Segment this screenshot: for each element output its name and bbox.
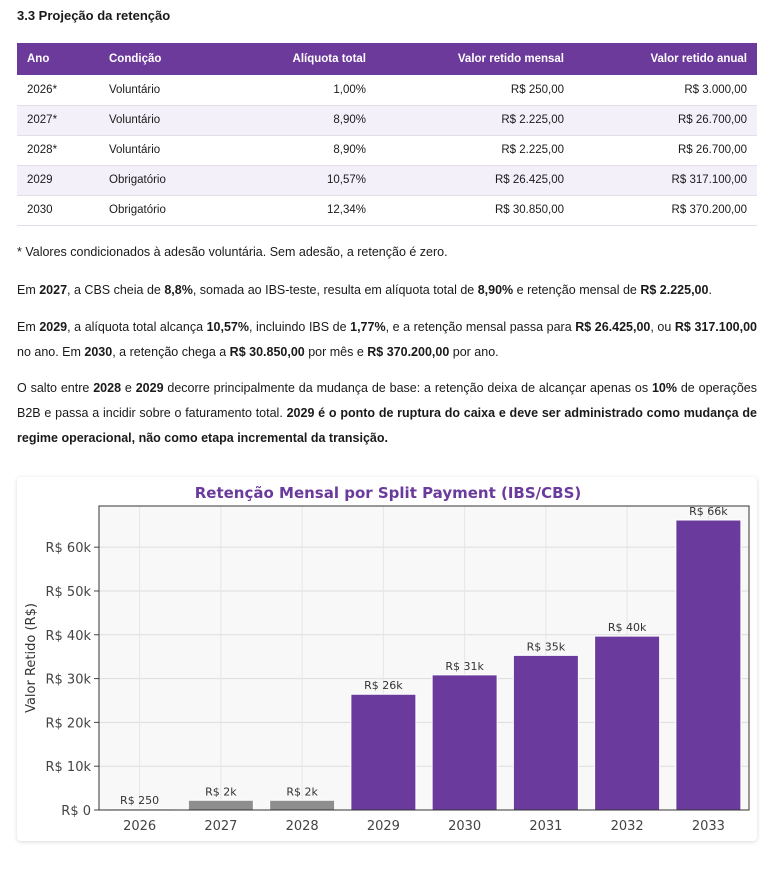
plot-frame: [98, 505, 750, 811]
col-header-aliquota: Alíquota total: [219, 43, 376, 75]
table-row: 2027* Voluntário 8,90% R$ 2.225,00 R$ 26…: [17, 105, 757, 136]
x-tick-label: 2028: [286, 819, 319, 834]
cell-aliquota: 10,57%: [219, 165, 376, 196]
cell-ano: 2030: [17, 195, 99, 226]
data-label: R$ 40k: [608, 621, 647, 634]
cell-ano: 2026*: [17, 75, 99, 106]
cell-aliquota: 1,00%: [219, 75, 376, 106]
cell-ano: 2027*: [17, 105, 99, 136]
bar-2029: [350, 693, 417, 811]
cell-anual: R$ 26.700,00: [574, 135, 757, 166]
bar-2032: [594, 635, 661, 811]
col-header-ano: Ano: [17, 43, 99, 75]
cell-condicao: Voluntário: [99, 135, 219, 166]
bar-2027: [187, 799, 254, 811]
cell-aliquota: 12,34%: [219, 195, 376, 226]
cell-mensal: R$ 2.225,00: [376, 135, 574, 166]
cell-mensal: R$ 26.425,00: [376, 165, 574, 196]
x-tick-label: 2031: [529, 819, 562, 834]
retention-chart-card: R$ 250 2026 R$ 2k 2027 R$ 2k 2028 R$ 26k 2029 R$…: [17, 477, 757, 841]
col-header-mensal: Valor retido mensal: [376, 43, 574, 75]
table-header-row: Ano Condição Alíquota total Valor retido…: [17, 43, 757, 75]
x-tick-label: 2029: [367, 819, 400, 834]
footnote: * Valores condicionados à adesão voluntá…: [17, 245, 448, 259]
cell-condicao: Voluntário: [99, 75, 219, 106]
y-tick-label: R$ 0: [61, 804, 91, 819]
data-label: R$ 2k: [286, 785, 318, 798]
col-header-condicao: Condição: [99, 43, 219, 75]
table-row: 2029 Obrigatório 10,57% R$ 26.425,00 R$ …: [17, 165, 757, 196]
cell-mensal: R$ 250,00: [376, 75, 574, 106]
chart-title: Retenção Mensal por Split Payment (IBS/C…: [195, 484, 582, 502]
x-tick-label: 2032: [611, 819, 644, 834]
bar-2033: [675, 519, 742, 811]
retention-table: Ano Condição Alíquota total Valor retido…: [17, 43, 757, 226]
section-title: 3.3 Projeção da retenção: [17, 8, 171, 23]
y-tick-label: R$ 40k: [45, 629, 91, 644]
cell-mensal: R$ 30.850,00: [376, 195, 574, 226]
data-label: R$ 66k: [689, 505, 728, 518]
data-label: R$ 26k: [364, 679, 403, 692]
cell-anual: R$ 317.100,00: [574, 165, 757, 196]
y-tick-label: R$ 20k: [45, 716, 91, 731]
paragraph-2029: Em 2029, a alíquota total alcança 10,57%…: [17, 320, 758, 359]
data-label: R$ 31k: [445, 660, 484, 673]
col-header-anual: Valor retido anual: [574, 43, 757, 75]
table-row: 2030 Obrigatório 12,34% R$ 30.850,00 R$ …: [17, 195, 757, 226]
y-tick-label: R$ 30k: [45, 673, 91, 688]
cell-ano: 2029: [17, 165, 99, 196]
cell-aliquota: 8,90%: [219, 135, 376, 166]
x-tick-label: 2026: [123, 819, 156, 834]
retention-chart: R$ 250 2026 R$ 2k 2027 R$ 2k 2028 R$ 26k 2029 R$…: [24, 484, 750, 834]
y-tick-label: R$ 50k: [45, 585, 91, 600]
cell-anual: R$ 370.200,00: [574, 195, 757, 226]
bar-2031: [512, 654, 579, 811]
bar-2028: [269, 799, 336, 811]
table-row: 2026* Voluntário 1,00% R$ 250,00 R$ 3.00…: [17, 75, 757, 106]
data-label: R$ 35k: [527, 640, 566, 653]
bar-2030: [431, 674, 498, 811]
x-tick-label: 2030: [448, 819, 481, 834]
data-label: R$ 2k: [205, 785, 237, 798]
table-row: 2028* Voluntário 8,90% R$ 2.225,00 R$ 26…: [17, 135, 757, 166]
cell-condicao: Obrigatório: [99, 165, 219, 196]
y-tick-label: R$ 10k: [45, 760, 91, 775]
x-tick-label: 2027: [204, 819, 237, 834]
cell-anual: R$ 3.000,00: [574, 75, 757, 106]
data-label: R$ 250: [120, 794, 159, 807]
paragraph-ruptura: O salto entre 2028 e 2029 decorre princi…: [17, 381, 757, 445]
y-axis-label: Valor Retido (R$): [24, 603, 39, 713]
cell-condicao: Voluntário: [99, 105, 219, 136]
paragraph-2027: Em 2027, a CBS cheia de 8,8%, somada ao …: [17, 283, 712, 297]
cell-anual: R$ 26.700,00: [574, 105, 757, 136]
cell-mensal: R$ 2.225,00: [376, 105, 574, 136]
cell-ano: 2028*: [17, 135, 99, 166]
cell-aliquota: 8,90%: [219, 105, 376, 136]
cell-condicao: Obrigatório: [99, 195, 219, 226]
x-tick-label: 2033: [692, 819, 725, 834]
y-tick-label: R$ 60k: [45, 541, 91, 556]
